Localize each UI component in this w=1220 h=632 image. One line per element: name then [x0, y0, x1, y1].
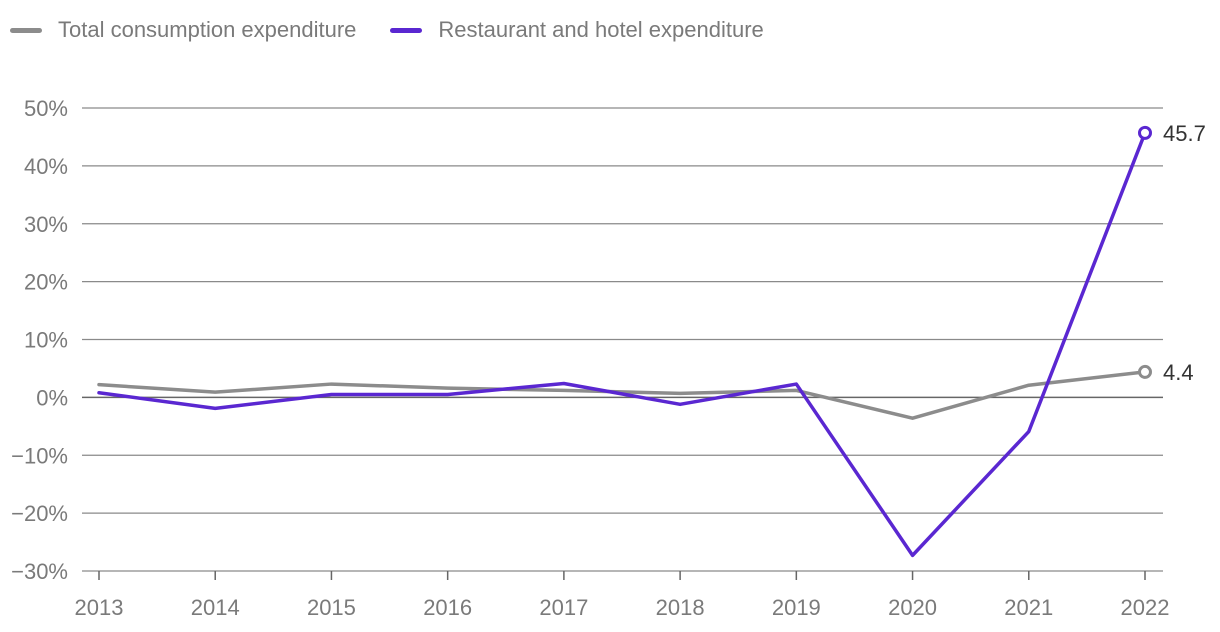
gridlines: [82, 107, 1163, 572]
end-marker-total-consumption-expenditure: [1138, 364, 1152, 379]
y-tick-label: −30%: [11, 559, 68, 584]
series-lines: [97, 131, 1147, 558]
x-tick-label: 2015: [307, 595, 356, 620]
y-tick-label: 10%: [24, 328, 68, 353]
x-tick-label: 2019: [772, 595, 821, 620]
x-tick-label: 2018: [656, 595, 705, 620]
y-tick-label: 0%: [36, 385, 68, 410]
x-tick-label: 2021: [1004, 595, 1053, 620]
end-markers: 4.4 45.7: [1138, 121, 1206, 385]
series-line-total-consumption-expenditure: [97, 370, 1147, 420]
x-tick-label: 2014: [191, 595, 240, 620]
x-tick-label: 2013: [75, 595, 124, 620]
legend-swatch-total-consumption: [10, 27, 42, 33]
x-axis: [98, 571, 1146, 580]
legend: Total consumption expenditure Restaurant…: [10, 14, 798, 46]
y-tick-label: 30%: [24, 212, 68, 237]
series-line-restaurant-and-hotel-expenditure: [97, 131, 1147, 558]
y-axis-tick-labels: 50% 40% 30% 20% 10% 0% −10% −20% −30%: [11, 96, 68, 584]
end-value-label-restaurant-and-hotel-expenditure: 45.7: [1163, 121, 1206, 146]
x-tick-label: 2022: [1121, 595, 1170, 620]
y-tick-label: 50%: [24, 96, 68, 121]
legend-label-restaurant-hotel: Restaurant and hotel expenditure: [438, 17, 764, 42]
y-tick-label: 20%: [24, 270, 68, 295]
x-tick-label: 2020: [888, 595, 937, 620]
legend-item-restaurant-hotel: Restaurant and hotel expenditure: [390, 17, 764, 43]
y-tick-label: 40%: [24, 154, 68, 179]
x-tick-label: 2016: [423, 595, 472, 620]
legend-item-total-consumption: Total consumption expenditure: [10, 17, 356, 43]
x-axis-tick-labels: 2013 2014 2015 2016 2017 2018 2019 2020 2021 2022: [75, 595, 1170, 620]
legend-swatch-restaurant-hotel: [390, 27, 423, 33]
end-value-label-total-consumption-expenditure: 4.4: [1163, 360, 1194, 385]
y-tick-label: −20%: [11, 501, 68, 526]
x-tick-label: 2017: [539, 595, 588, 620]
y-tick-label: −10%: [11, 443, 68, 468]
legend-label-total-consumption: Total consumption expenditure: [58, 17, 357, 42]
end-marker-restaurant-and-hotel-expenditure: [1138, 125, 1152, 140]
